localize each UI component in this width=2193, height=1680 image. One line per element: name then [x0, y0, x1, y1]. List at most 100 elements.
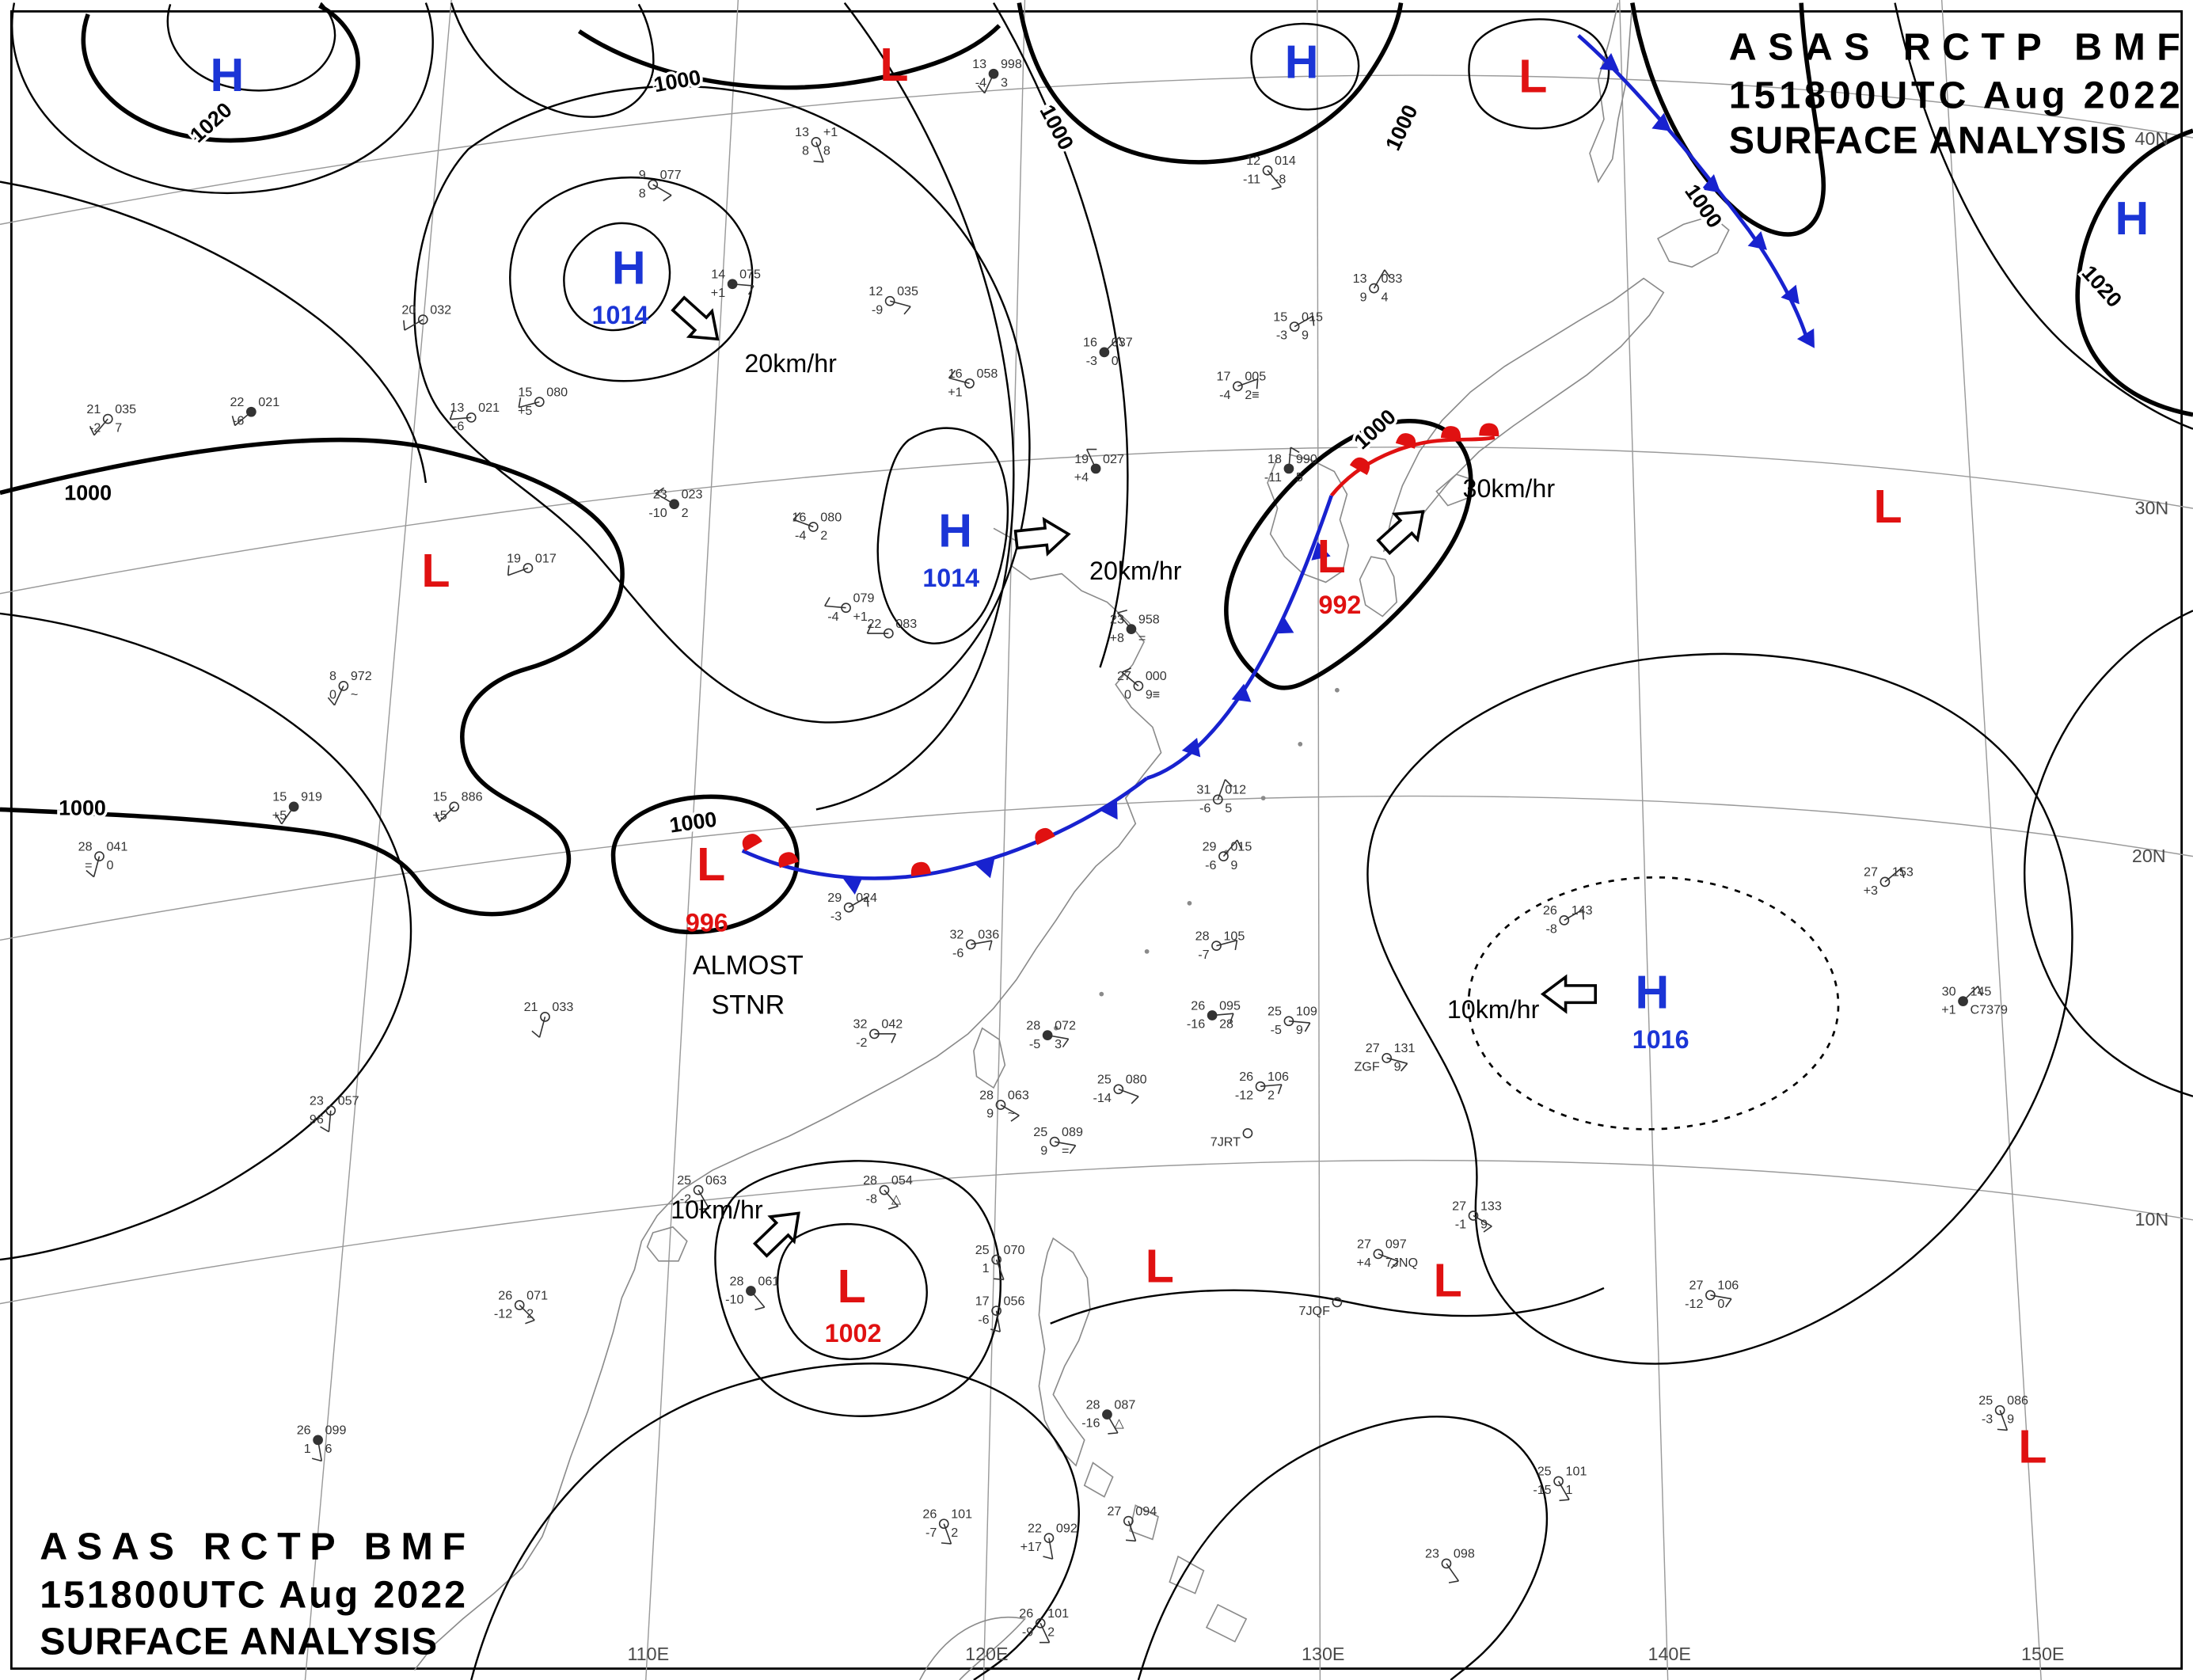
wind-barb-shaft: [1288, 1020, 1310, 1024]
wind-barb-tick: [866, 896, 869, 907]
station-value-lr: △: [891, 1192, 902, 1206]
wind-barb-shaft: [1710, 1294, 1732, 1300]
wind-barb-shaft: [1288, 447, 1292, 469]
station-plot: 25 063 -2: [677, 1173, 727, 1211]
station-plot: 27 131 ZGF 9: [1354, 1041, 1415, 1074]
latitude-label: 30N: [2134, 497, 2168, 518]
isobar: [11, 2, 434, 194]
station-plot: 12 014 -11 -8: [1243, 154, 1296, 190]
station-plot: 15 886 +5: [432, 790, 482, 823]
station-plot: 29 015 -6 9: [1203, 839, 1252, 872]
front-speed-label: 30km/hr: [1463, 474, 1556, 503]
station-value-ul: 15: [1273, 310, 1287, 324]
isobar-value-label: 1000: [59, 796, 106, 820]
station-value-ur: 057: [338, 1094, 359, 1108]
station-value-ul: 12: [868, 284, 883, 298]
station-circle: [965, 939, 976, 950]
station-plot: 7JQF: [1299, 1297, 1343, 1318]
isobar-value-label: 1000: [668, 808, 718, 838]
station-value-ul: 26: [922, 1507, 937, 1522]
station-value-ul: 26: [297, 1423, 311, 1438]
station-value-ll: +5: [432, 808, 447, 823]
station-plot: 32 036 -6: [949, 928, 999, 960]
wind-barb-shaft: [1118, 1089, 1139, 1097]
warm-front-symbol: [1440, 426, 1461, 440]
station-value-ur: 037: [1112, 336, 1133, 350]
station-value-ll: -10: [725, 1293, 743, 1307]
cold-front-symbol: [1181, 737, 1201, 758]
station-plot: 28 041 = 0: [78, 839, 127, 878]
station-value-ul: 25: [1097, 1073, 1112, 1087]
wind-barb-tick: [1043, 1556, 1053, 1560]
movement-arrow: [1013, 516, 1071, 557]
cold-front-line: [1577, 34, 1811, 344]
station-value-ul: 13: [795, 125, 809, 139]
front-speed-label: 10km/hr: [671, 1195, 763, 1224]
wind-barb-tick: [1062, 1038, 1070, 1048]
station-value-ul: 13: [1353, 272, 1367, 286]
station-value-ur: 105: [1223, 929, 1245, 943]
station-value-ll: -8: [1545, 922, 1556, 936]
wind-barb-shaft: [93, 856, 101, 877]
wind-barb-tick: [1108, 1432, 1118, 1435]
station-value-ll: -4: [795, 529, 806, 543]
wind-barb-shaft: [1564, 909, 1583, 922]
wind-barb-shaft: [1446, 1563, 1460, 1582]
wind-barb-tick: [525, 1319, 535, 1325]
isobar: [0, 612, 412, 1261]
warm-front-symbol: [1349, 457, 1370, 476]
wind-barb-shaft: [538, 1017, 546, 1038]
station-value-ur: 106: [1717, 1279, 1739, 1293]
coast-ph-islands: [1083, 1461, 1248, 1643]
cold-front-symbol: [1781, 284, 1800, 305]
wind-barb-shaft: [1373, 269, 1385, 289]
station-value-ul: 28: [979, 1088, 994, 1102]
wind-barb-tick: [1256, 378, 1259, 390]
station-plot: 26 106 -12 2: [1235, 1070, 1289, 1102]
station-value-ul: 27: [1864, 865, 1878, 880]
station-value-ur: 109: [1296, 1005, 1317, 1019]
station-value-ll: 1: [304, 1442, 311, 1456]
station-plot: 29 024 -3: [827, 891, 877, 923]
station-circle: [1705, 1290, 1716, 1301]
lon-line-150e: [1940, 0, 2042, 1680]
station-value-ur: 014: [1275, 154, 1296, 168]
warm-front-symbol: [778, 852, 799, 869]
station-value-ll: +5: [518, 404, 532, 418]
warm-front-line: [1329, 435, 1496, 497]
isobar: [1050, 1287, 1605, 1325]
station-value-ul: 27: [1107, 1504, 1121, 1518]
station-value-ur: 133: [1480, 1199, 1502, 1213]
station-value-ll: -12: [1685, 1297, 1703, 1311]
station-value-ll: +3: [1864, 884, 1878, 898]
station-value-ll: +1: [1941, 1003, 1955, 1017]
high-center-letter: H: [210, 48, 244, 101]
wind-barb-tick: [1125, 1539, 1136, 1542]
station-value-ll: -6: [978, 1313, 989, 1327]
station-value-ul: 13: [450, 401, 464, 415]
station-value-ll: 9: [1360, 290, 1367, 304]
wind-barb-tick: [948, 370, 956, 378]
station-plot: 31 012 -6 5: [1196, 779, 1246, 815]
station-value-ll: -3: [1276, 329, 1287, 343]
station-plot: 27 133 -1 9: [1452, 1199, 1502, 1233]
station-value-ur: 035: [897, 284, 918, 298]
station-value-ur: 061: [758, 1274, 779, 1288]
isobar-dashed: [1467, 876, 1840, 1131]
station-value-ur: 143: [1572, 903, 1593, 918]
high-center-letter: H: [938, 504, 972, 557]
station-value-ll: -8: [866, 1192, 877, 1206]
isobar: [776, 1222, 928, 1360]
station-value-ur: 101: [951, 1507, 972, 1522]
wind-barb-tick: [1977, 986, 1982, 996]
station-circle: [1211, 941, 1222, 952]
wind-barb-shaft: [234, 411, 252, 427]
station-plot: 22 021 -6: [230, 395, 279, 428]
station-value-ul: 22: [867, 617, 881, 631]
wind-barb-shaft: [439, 806, 455, 823]
station-plot: 15 080 +5: [518, 385, 568, 417]
station-value-ur: 095: [1219, 998, 1241, 1013]
station-plot: 28 054 -8 △: [863, 1173, 913, 1210]
station-plot: 23 958 +8 =: [1110, 609, 1160, 645]
